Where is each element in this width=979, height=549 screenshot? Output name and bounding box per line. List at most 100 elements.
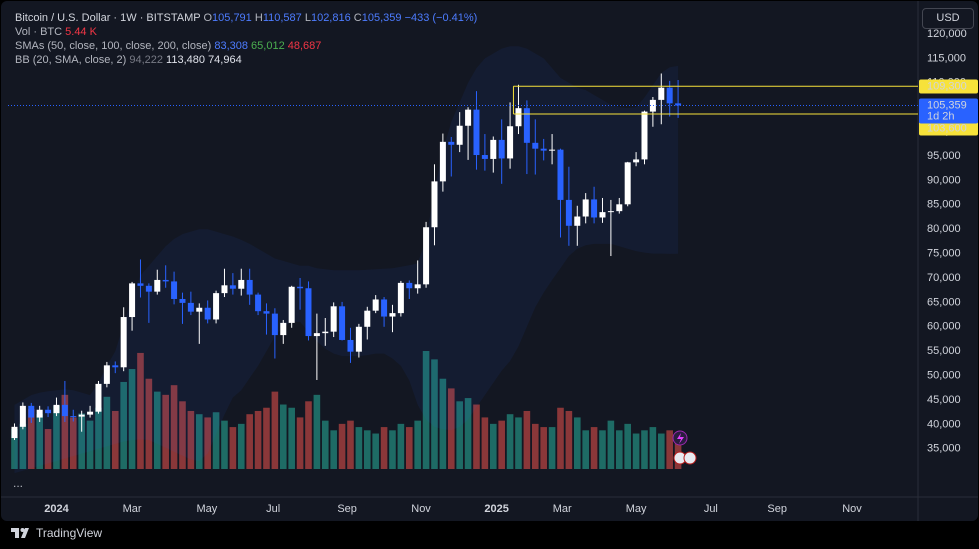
candle-body	[87, 411, 94, 415]
volume-bar	[473, 404, 480, 469]
y-tick-label: 65,000	[927, 296, 961, 308]
volume-bar	[338, 423, 346, 469]
x-tick-label: Mar	[123, 503, 142, 515]
candle-body	[53, 404, 60, 414]
indicator-label[interactable]: Vol · BTC	[15, 26, 63, 38]
candle-body	[633, 159, 640, 163]
candle-body	[19, 405, 26, 427]
countdown-label: 1d 2h	[927, 110, 955, 122]
volume-bar	[649, 427, 657, 469]
candle-body	[507, 126, 514, 159]
volume-bar	[61, 394, 69, 469]
y-tick-label: 55,000	[927, 345, 961, 357]
volume-bar	[69, 417, 77, 469]
volume-bar	[27, 409, 35, 469]
candle-body	[599, 212, 606, 218]
volume-bar	[431, 359, 438, 469]
level-label: 103,600	[927, 122, 967, 134]
ohlc-value: 102,816	[310, 12, 351, 24]
brand[interactable]: TradingView	[36, 526, 103, 540]
volume-bar	[330, 430, 337, 469]
volume-bar	[657, 433, 665, 469]
y-tick-label: 115,000	[927, 52, 966, 64]
candle-body	[456, 125, 463, 145]
candle-body	[448, 141, 455, 145]
volume-bar	[523, 410, 531, 469]
volume-bar	[44, 429, 52, 469]
volume-bar	[288, 407, 295, 469]
volume-bar	[548, 427, 556, 469]
x-tick-label: May	[196, 503, 217, 515]
x-tick-label: May	[626, 503, 647, 515]
brand-logo-dot	[20, 528, 25, 532]
brand-logo-shape	[11, 528, 29, 538]
candle-body	[414, 284, 421, 289]
volume-bar	[162, 394, 169, 469]
ohlc-value: 105,791	[212, 12, 252, 24]
candle-body	[549, 149, 556, 151]
candle-body	[313, 333, 320, 337]
volume-bar	[145, 378, 153, 469]
volume-bar	[565, 410, 573, 469]
candle-body	[666, 87, 673, 104]
volume-bar	[531, 423, 539, 469]
x-tick-label: Jul	[704, 503, 718, 515]
candle-body	[498, 139, 505, 159]
candle-body	[473, 109, 480, 156]
indicator-label[interactable]: SMAs (50, close, 100, close, 200, close)	[15, 40, 212, 52]
symbol[interactable]: Bitcoin / U.S. Dollar · 1W · BITSTAMP	[15, 12, 201, 24]
volume-bar	[36, 414, 43, 469]
level-label-box	[919, 79, 978, 94]
currency-button[interactable]: USD	[922, 8, 974, 29]
volume-bar	[624, 423, 631, 469]
indicator-label[interactable]: BB (20, SMA, close, 2)	[15, 54, 127, 66]
volume-bar	[674, 433, 682, 469]
level-label-box	[919, 121, 978, 136]
ohlc-label: L	[304, 12, 311, 24]
candle-body	[481, 155, 488, 159]
volume-bar	[237, 423, 245, 469]
candle-body	[322, 331, 329, 334]
candle-body	[540, 148, 547, 151]
y-tick-label: 95,000	[927, 150, 961, 162]
price-pane	[8, 46, 918, 474]
ohlc-value: 105,359	[361, 12, 402, 24]
band-fill	[14, 46, 679, 474]
candle-body	[129, 283, 136, 318]
indicator-value: 74,964	[208, 54, 242, 66]
candle-body	[145, 285, 152, 292]
volume-bar	[607, 420, 615, 469]
volume-bar	[632, 433, 640, 469]
candle-body	[221, 285, 228, 294]
volume-bar	[464, 398, 472, 469]
candle-body	[372, 299, 379, 311]
y-tick-label: 120,000	[927, 28, 967, 40]
candle-body	[61, 404, 68, 417]
volume-bar	[363, 430, 371, 469]
candle-body	[120, 317, 127, 368]
candle-body	[45, 409, 52, 414]
volume-bar	[481, 417, 489, 469]
candle-body	[204, 307, 211, 320]
volume-bar	[19, 423, 27, 469]
event-icon-bolt	[677, 433, 684, 444]
volume-bar	[573, 417, 581, 469]
more-menu[interactable]: ...	[13, 476, 24, 490]
volume-bar	[389, 430, 396, 469]
candle-body	[36, 409, 43, 418]
x-tick-label: Jul	[266, 503, 280, 515]
economic-event-icon[interactable]	[683, 451, 697, 465]
candle-body	[95, 383, 102, 412]
candle-body	[431, 181, 438, 228]
candle-body	[515, 108, 522, 127]
candle-body	[288, 286, 295, 323]
candle-body	[565, 199, 572, 226]
candle-body	[532, 142, 539, 149]
volume-bar	[103, 396, 111, 469]
candle-body	[607, 211, 614, 213]
indicator-value: 83,308	[214, 40, 248, 52]
y-tick-label: 50,000	[927, 369, 961, 381]
footer: TradingView	[10, 526, 102, 540]
indicator-value: 94,222	[129, 54, 163, 66]
